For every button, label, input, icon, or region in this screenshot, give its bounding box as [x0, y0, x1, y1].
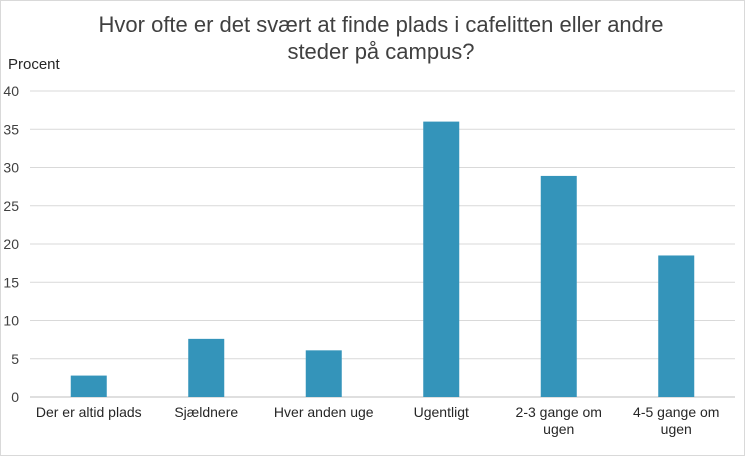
bar [423, 121, 460, 397]
x-tick-label: Hver anden uge [274, 404, 374, 420]
bar [658, 255, 695, 397]
y-tick-label: 15 [3, 274, 19, 290]
chart-title-line-2: steder på campus? [287, 39, 475, 64]
x-tick-label: 4-5 gange om [633, 404, 719, 420]
y-tick-label: 20 [3, 236, 19, 252]
bar [540, 175, 577, 397]
x-tick-label: Ugentligt [414, 404, 469, 420]
bar [305, 350, 342, 397]
y-tick-label: 40 [3, 83, 19, 99]
y-tick-label: 30 [3, 160, 19, 176]
x-tick-label: Sjældnere [174, 404, 238, 420]
y-tick-label: 25 [3, 198, 19, 214]
chart-title: Hvor ofte er det svært at finde plads i … [61, 11, 701, 65]
y-tick-label: 10 [3, 313, 19, 329]
y-tick-label: 0 [11, 389, 19, 405]
y-tick-label: 35 [3, 121, 19, 137]
chart-title-line-1: Hvor ofte er det svært at finde plads i … [98, 12, 664, 37]
y-tick-label: 5 [11, 351, 19, 367]
x-tick-label: Der er altid plads [36, 404, 142, 420]
x-tick-label: 2-3 gange om [516, 404, 602, 420]
bar [70, 375, 107, 397]
x-tick-label: ugen [543, 421, 574, 437]
x-tick-label: ugen [661, 421, 692, 437]
bar [188, 338, 225, 397]
y-axis-label: Procent [8, 56, 60, 73]
